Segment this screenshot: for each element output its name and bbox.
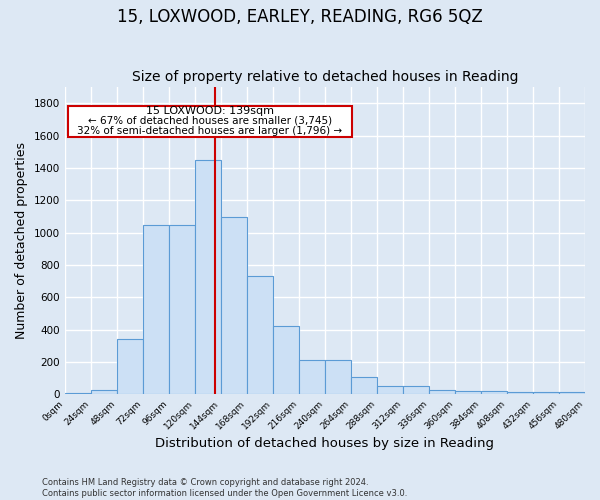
Y-axis label: Number of detached properties: Number of detached properties <box>15 142 28 340</box>
Bar <box>247 276 273 394</box>
Text: 32% of semi-detached houses are larger (1,796) →: 32% of semi-detached houses are larger (… <box>77 126 343 136</box>
Bar <box>455 392 481 394</box>
FancyBboxPatch shape <box>68 106 352 137</box>
Bar <box>91 390 117 394</box>
Bar <box>403 386 429 394</box>
Bar <box>273 326 299 394</box>
Bar <box>481 392 507 394</box>
Bar <box>429 390 455 394</box>
Bar <box>169 224 195 394</box>
Bar <box>559 392 585 394</box>
Bar <box>299 360 325 394</box>
X-axis label: Distribution of detached houses by size in Reading: Distribution of detached houses by size … <box>155 437 494 450</box>
Text: Contains HM Land Registry data © Crown copyright and database right 2024.
Contai: Contains HM Land Registry data © Crown c… <box>42 478 407 498</box>
Bar <box>117 338 143 394</box>
Bar <box>325 360 351 394</box>
Title: Size of property relative to detached houses in Reading: Size of property relative to detached ho… <box>131 70 518 85</box>
Text: 15 LOXWOOD: 139sqm: 15 LOXWOOD: 139sqm <box>146 106 274 116</box>
Bar <box>221 216 247 394</box>
Text: ← 67% of detached houses are smaller (3,745): ← 67% of detached houses are smaller (3,… <box>88 116 332 126</box>
Bar <box>533 392 559 394</box>
Text: 15, LOXWOOD, EARLEY, READING, RG6 5QZ: 15, LOXWOOD, EARLEY, READING, RG6 5QZ <box>117 8 483 26</box>
Bar <box>65 393 91 394</box>
Bar <box>377 386 403 394</box>
Bar <box>143 224 169 394</box>
Bar <box>507 392 533 394</box>
Bar <box>195 160 221 394</box>
Bar <box>351 376 377 394</box>
